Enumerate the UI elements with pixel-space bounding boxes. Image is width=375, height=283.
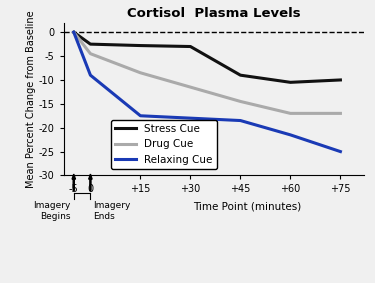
Legend: Stress Cue, Drug Cue, Relaxing Cue: Stress Cue, Drug Cue, Relaxing Cue [111,120,217,169]
Text: Time Point (minutes): Time Point (minutes) [193,201,301,211]
Text: Imagery
Begins: Imagery Begins [33,201,71,221]
Title: Cortisol  Plasma Levels: Cortisol Plasma Levels [127,7,301,20]
Text: Imagery
Ends: Imagery Ends [93,201,131,221]
Y-axis label: Mean Percent Change from Baseline: Mean Percent Change from Baseline [26,10,36,188]
